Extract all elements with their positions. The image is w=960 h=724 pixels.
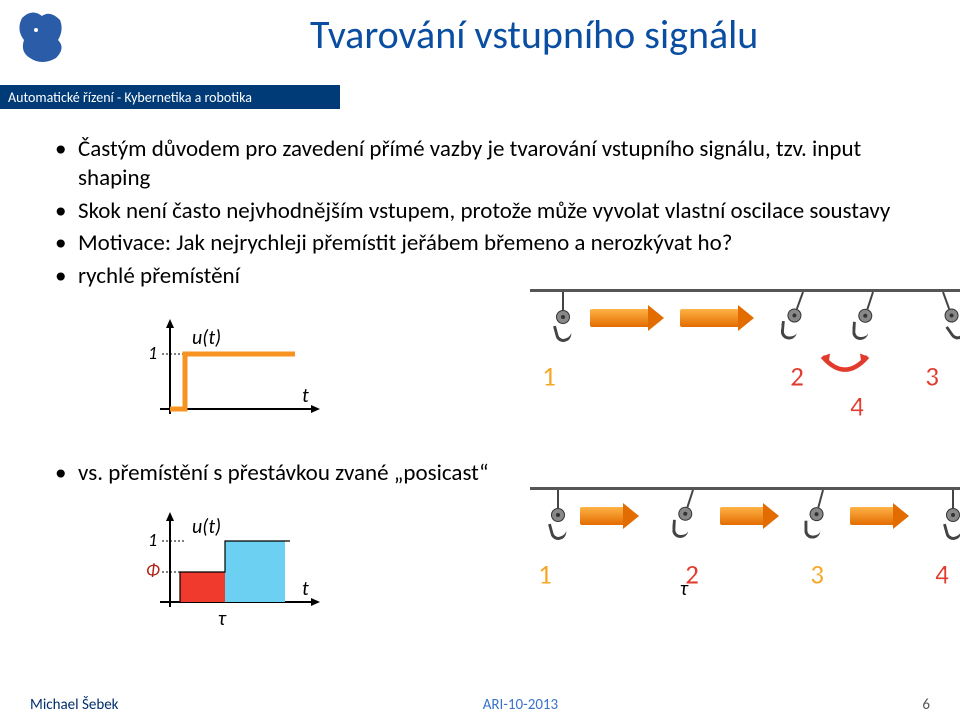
subtitle-banner: Automatické řízení - Kybernetika a robot… [0,85,340,109]
crane-cluster-a: 1 2 3 4 [530,289,960,439]
bullet-list: Častým důvodem pro zavedení přímé vazby … [50,135,930,291]
footer-page: 6 [922,696,930,714]
labelA-3: 3 [925,359,939,394]
graph2-func: u(t) [192,515,221,539]
subtitle-text: Automatické řízení - Kybernetika a robot… [8,89,252,106]
graph-posicast: 1 Φ u(t) t τ [130,507,330,627]
labelB-4: 4 [935,557,949,592]
graph1-xlabel: t [302,384,309,408]
crane-cluster-b: τ 1 2 3 4 [530,487,960,637]
labelA-4: 4 [850,389,864,424]
content-area: Častým důvodem pro zavedení přímé vazby … [0,115,960,642]
graph2-ylabel: 1 [148,529,157,551]
bullet-3: Motivace: Jak nejrychleji přemístit jeřá… [50,229,930,258]
graph-step: 1 u(t) t [130,314,330,434]
footer: Michael Šebek ARI-10-2013 6 [0,696,960,714]
labelB-1: 1 [538,557,552,592]
labelB-2: 2 [685,557,699,592]
bullet-vs: vs. přemístění s přestávkou zvané „posic… [50,459,930,488]
graph1-ylabel: 1 [148,342,157,364]
bullet-2: Skok není často nejvhodnějším vstupem, p… [50,197,930,226]
bullet-1: Častým důvodem pro zavedení přímé vazby … [50,135,930,193]
graph2-phi: Φ [146,559,160,581]
graph2-tau: τ [218,607,226,631]
graph2-xlabel: t [302,577,309,601]
labelA-2: 2 [790,359,804,394]
labelA-1: 1 [542,359,556,394]
footer-course: ARI-10-2013 [483,696,558,714]
bullet-4: rychlé přemístění [50,262,930,291]
footer-author: Michael Šebek [30,696,119,714]
slide-title: Tvarování vstupního signálu [310,10,758,59]
graph1-func: u(t) [192,326,221,350]
lion-logo [12,8,72,68]
labelB-3: 3 [810,557,824,592]
